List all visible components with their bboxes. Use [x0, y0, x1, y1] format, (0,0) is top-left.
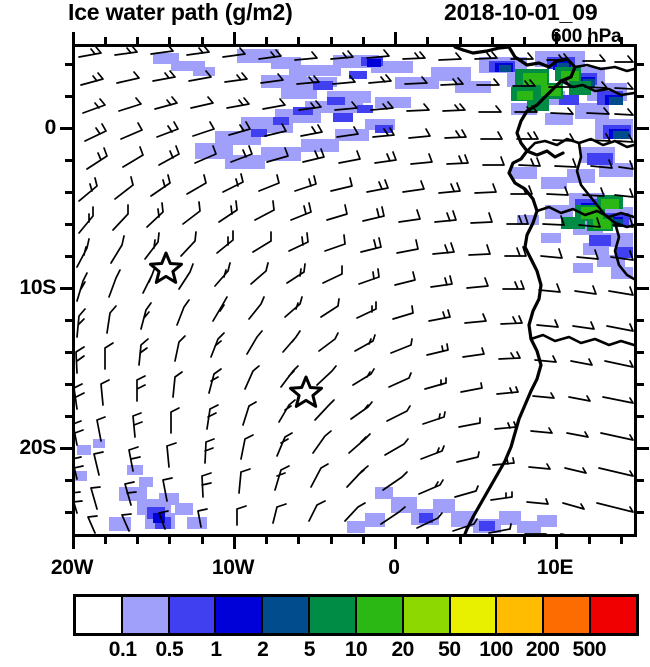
site-marker-1 — [149, 251, 183, 284]
colorbar-label-8: 100 — [479, 638, 513, 661]
colorbar-cell-2 — [169, 597, 217, 633]
page-title: Ice water path (g/m2) — [68, 0, 293, 25]
station-marker-layer — [149, 251, 323, 408]
map-graphics — [75, 47, 634, 534]
colorbar-label-1: 0.5 — [155, 638, 184, 661]
xtick-label-10w: 10W — [211, 556, 255, 579]
map-canvas — [75, 47, 634, 534]
xtick-label-0: 0 — [388, 556, 400, 579]
colorbar-label-9: 200 — [525, 638, 560, 661]
site-marker-2 — [289, 375, 323, 408]
colorbar-cell-4 — [263, 597, 311, 633]
country-border-layer — [525, 63, 634, 347]
colorbar-cell-0 — [76, 597, 123, 633]
colorbar-cell-7 — [403, 597, 451, 633]
iwp-shading-layer — [75, 49, 633, 533]
colorbar-label-10: 500 — [572, 638, 607, 661]
colorbar-cell-9 — [497, 597, 545, 633]
colorbar-cell-8 — [450, 597, 498, 633]
map-plot-area — [72, 44, 637, 537]
colorbar-label-3: 2 — [257, 638, 269, 661]
ytick-label-10s: 10S — [19, 276, 57, 299]
colorbar-label-7: 50 — [438, 638, 461, 661]
colorbar-cell-11 — [591, 597, 636, 633]
wind-barb-layer — [75, 47, 634, 534]
colorbar — [73, 594, 639, 636]
ytick-label-20s: 20S — [19, 436, 57, 459]
colorbar-cell-5 — [310, 597, 357, 633]
pressure-level-label: 600 hPa — [551, 26, 622, 47]
colorbar-cell-10 — [544, 597, 592, 633]
coastline-layer — [453, 47, 577, 534]
xtick-label-20w: 20W — [50, 556, 94, 579]
colorbar-label-0: 0.1 — [108, 638, 137, 661]
colorbar-cell-3 — [216, 597, 264, 633]
colorbar-cell-1 — [122, 597, 170, 633]
colorbar-label-2: 1 — [210, 638, 222, 661]
colorbar-label-4: 5 — [303, 638, 316, 661]
ytick-label-0: 0 — [44, 116, 57, 139]
xtick-label-10e: 10E — [536, 556, 574, 579]
colorbar-label-6: 20 — [391, 638, 414, 661]
colorbar-cell-6 — [356, 597, 404, 633]
colorbar-label-5: 10 — [344, 638, 368, 661]
date-stamp: 2018-10-01_09 — [444, 0, 598, 25]
